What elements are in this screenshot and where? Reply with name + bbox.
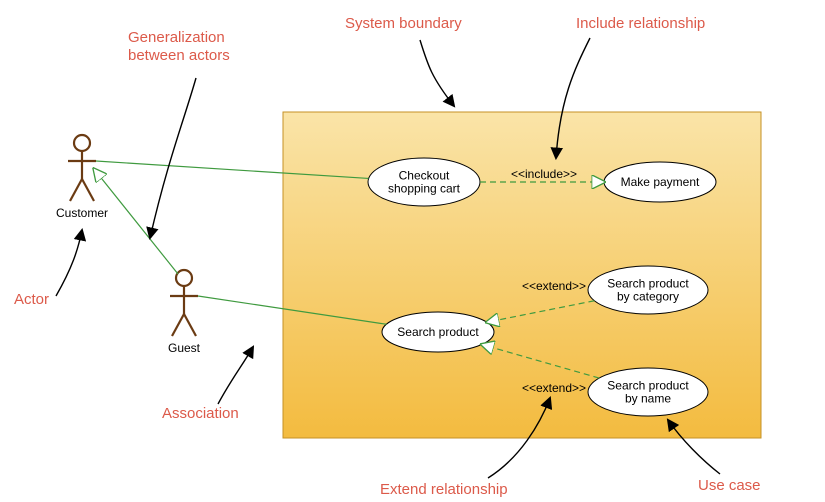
usecase-make_payment: Make payment: [604, 162, 716, 202]
usecase-search_product: Search product: [382, 312, 494, 352]
usecase-label-checkout-0: Checkout: [399, 169, 450, 183]
usecase-search_by_name: Search productby name: [588, 368, 708, 416]
actor-guest: Guest: [168, 270, 201, 355]
dependency-label-extend_category_search: <<extend>>: [522, 279, 586, 293]
annotation-extend_rel: Extend relationship: [380, 481, 508, 498]
dependency-label-extend_name_search: <<extend>>: [522, 381, 586, 395]
annotation-include_rel: Include relationship: [576, 15, 705, 32]
usecase-label-search_by_name-1: by name: [625, 392, 671, 406]
annotation-generalization-1: between actors: [128, 47, 230, 64]
annotation-use_case: Use case: [698, 477, 761, 494]
generalization-guest-customer: [94, 169, 178, 274]
actor-label-guest: Guest: [168, 341, 201, 355]
dependency-label-include_checkout_payment: <<include>>: [511, 167, 577, 181]
usecase-label-checkout-1: shopping cart: [388, 182, 461, 196]
usecase-label-make_payment-0: Make payment: [621, 175, 700, 189]
usecase-label-search_by_category-1: by category: [617, 290, 679, 304]
callout-actor_arrow: [56, 230, 82, 296]
actor-label-customer: Customer: [56, 206, 108, 220]
callout-generalization: [150, 78, 196, 238]
usecase-checkout: Checkoutshopping cart: [368, 158, 480, 206]
annotation-actor: Actor: [14, 291, 49, 308]
annotation-generalization-0: Generalization: [128, 29, 225, 46]
annotation-association: Association: [162, 405, 239, 422]
usecase-label-search_by_category-0: Search product: [607, 277, 689, 291]
callout-association: [218, 347, 253, 404]
usecase-search_by_category: Search productby category: [588, 266, 708, 314]
usecase-label-search_product-0: Search product: [397, 325, 479, 339]
callout-system_boundary: [420, 40, 454, 106]
annotation-system_boundary: System boundary: [345, 15, 462, 32]
usecase-label-search_by_name-0: Search product: [607, 379, 689, 393]
